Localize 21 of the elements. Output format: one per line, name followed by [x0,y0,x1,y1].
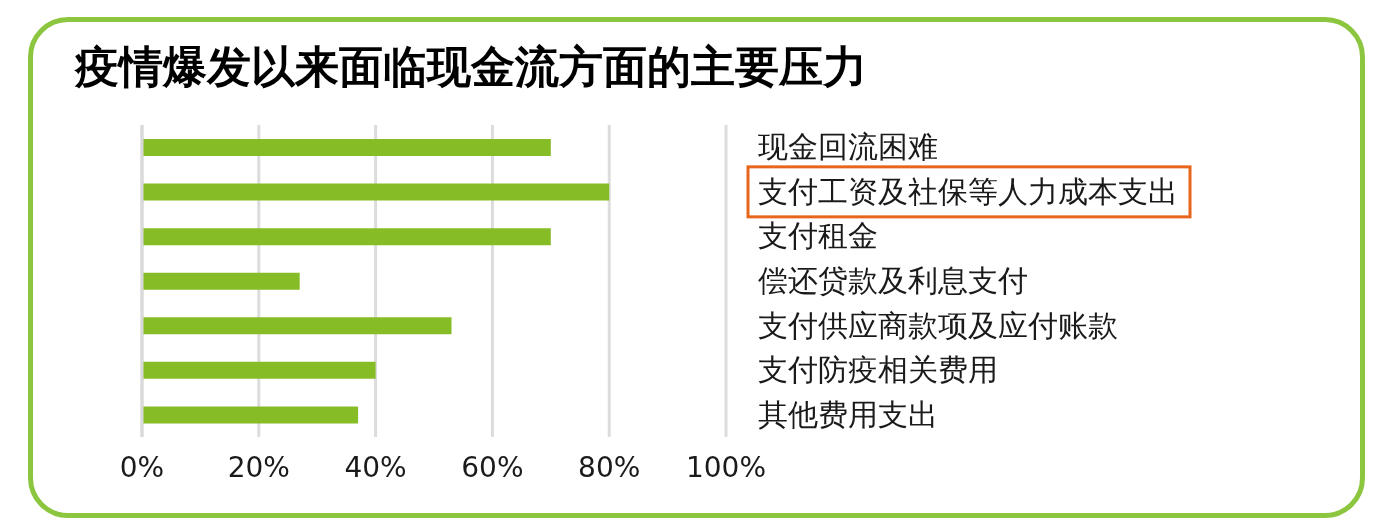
x-tick-label: 60% [461,451,524,484]
x-tick-label: 0% [119,451,165,484]
y-tick-label: 支付工资及社保等人力成本支出 [758,173,1178,209]
x-tick-label: 100% [685,451,767,484]
bar [142,139,551,156]
y-tick-label: 偿还贷款及利息支付 [758,263,1028,298]
x-tick-label: 40% [344,451,407,484]
bar [142,406,359,424]
x-tick-label: 80% [578,451,641,484]
y-tick-label: 支付防疫相关费用 [758,352,998,388]
x-tick-label: 20% [227,451,290,484]
y-tick-label: 支付租金 [758,218,878,254]
bar [142,272,300,290]
bar [142,361,376,379]
y-tick-label: 其他费用支出 [758,396,938,432]
y-tick-label: 现金回流困难 [758,129,938,165]
bar [142,317,452,335]
chart-title: 疫情爆发以来面临现金流方面的主要压力 [75,40,867,94]
bar [142,183,610,201]
bar [142,228,551,246]
y-tick-label: 支付供应商款项及应付账款 [758,307,1118,343]
